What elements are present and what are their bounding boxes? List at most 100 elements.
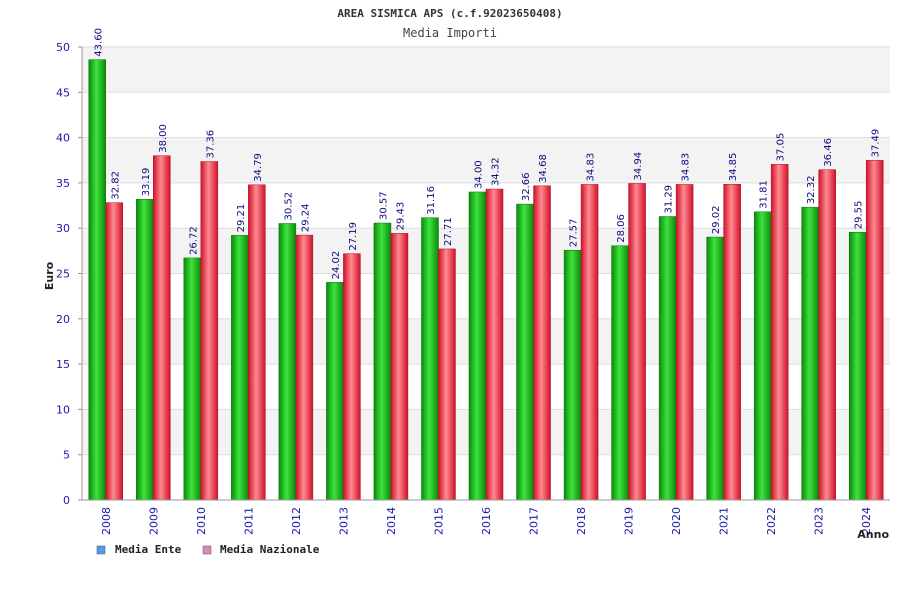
bar-media-nazionale	[248, 184, 266, 501]
bar-media-ente	[183, 257, 202, 501]
data-label: 29.02	[711, 205, 722, 234]
plot-band	[82, 92, 890, 138]
y-tick-label: 30	[56, 222, 70, 235]
bar-media-nazionale	[295, 234, 314, 501]
data-label: 34.79	[253, 153, 264, 182]
bar-media-ente	[753, 211, 772, 501]
data-label: 29.24	[300, 203, 311, 232]
bar-media-ente	[88, 59, 107, 501]
x-tick-label: 2008	[100, 507, 113, 535]
bar-media-nazionale	[865, 160, 884, 501]
data-labels: 43.60 32.82 33.19 38.00 26.72 37.36 29.21 34.79…	[93, 28, 881, 279]
data-label: 30.52	[283, 192, 294, 221]
data-label: 24.02	[331, 251, 342, 280]
y-tick-label: 25	[56, 268, 70, 281]
bar-media-ente	[563, 249, 582, 501]
data-label: 34.94	[633, 152, 644, 181]
x-tick-label: 2020	[670, 507, 683, 535]
bar-media-nazionale	[343, 253, 361, 501]
data-label: 29.21	[236, 204, 247, 233]
data-label: 37.05	[776, 133, 787, 162]
data-label: 29.55	[854, 201, 865, 230]
data-label: 38.00	[158, 124, 169, 153]
bar-media-ente	[706, 236, 724, 501]
data-label: 32.32	[806, 176, 817, 205]
legend-swatch-media-ente	[96, 545, 106, 555]
data-label: 36.46	[823, 138, 834, 167]
data-label: 32.66	[521, 172, 532, 201]
chart-subtitle: Media Importi	[403, 26, 497, 40]
x-tick-label: 2022	[765, 507, 778, 535]
bar-media-nazionale	[153, 155, 171, 501]
y-axis-ticks: 0 5 10 15 20 25 30 35 40 45 50	[56, 41, 82, 507]
data-label: 34.83	[681, 153, 692, 182]
bar-media-nazionale	[200, 161, 219, 501]
x-tick-label: 2017	[528, 507, 541, 535]
legend-label-media-ente: Media Ente	[115, 543, 182, 556]
bar-media-nazionale	[438, 248, 456, 501]
data-label: 28.06	[616, 214, 627, 243]
x-tick-label: 2018	[575, 507, 588, 535]
data-label: 34.00	[474, 160, 485, 189]
bar-media-ente	[231, 235, 249, 501]
x-tick-label: 2011	[242, 507, 255, 535]
data-label: 27.19	[348, 222, 359, 251]
bar-media-nazionale	[580, 184, 599, 501]
data-label: 30.57	[378, 191, 389, 220]
x-tick-label: 2016	[480, 507, 493, 535]
bar-media-nazionale	[818, 169, 836, 501]
bar-media-ente	[848, 232, 867, 501]
x-tick-label: 2024	[860, 507, 873, 535]
legend-swatch-media-nazionale	[202, 545, 212, 555]
plot-band	[82, 47, 890, 93]
bars	[88, 59, 884, 501]
bar-media-ente	[136, 199, 154, 501]
data-label: 32.82	[110, 171, 121, 200]
x-tick-label: 2021	[718, 507, 731, 535]
x-tick-label: 2015	[432, 507, 445, 535]
y-tick-label: 50	[56, 41, 70, 54]
x-tick-label: 2013	[337, 507, 350, 535]
x-tick-label: 2023	[813, 507, 826, 535]
x-axis-label: Anno	[857, 528, 889, 541]
data-label: 34.32	[491, 157, 502, 186]
bar-media-ente	[468, 191, 487, 501]
data-label: 43.60	[93, 28, 104, 57]
y-tick-label: 0	[63, 494, 70, 507]
data-label: 33.19	[141, 168, 152, 197]
data-label: 34.68	[538, 154, 549, 183]
bar-media-nazionale	[723, 184, 741, 501]
y-tick-label: 5	[63, 449, 70, 462]
legend-label-media-nazionale: Media Nazionale	[220, 543, 320, 556]
data-label: 26.72	[188, 226, 199, 255]
bar-media-ente	[278, 223, 297, 501]
x-tick-label: 2012	[290, 507, 303, 535]
bar-media-nazionale	[628, 183, 646, 501]
bar-media-nazionale	[675, 184, 694, 501]
data-label: 27.57	[569, 219, 580, 248]
legend: Media Ente Media Nazionale	[96, 543, 320, 556]
bar-media-nazionale	[485, 188, 504, 501]
data-label: 27.71	[443, 217, 454, 246]
bar-media-ente	[373, 222, 392, 501]
bar-media-nazionale	[105, 202, 124, 501]
y-tick-label: 40	[56, 132, 70, 145]
bar-media-ente	[658, 216, 677, 501]
x-tick-label: 2014	[385, 507, 398, 535]
bar-media-ente	[326, 282, 344, 501]
chart-title: AREA SISMICA APS (c.f.92023650408)	[337, 7, 562, 20]
data-label: 31.81	[759, 180, 770, 209]
y-tick-label: 20	[56, 313, 70, 326]
data-label: 37.49	[871, 129, 882, 158]
bar-media-ente	[516, 203, 534, 501]
bar-media-ente	[801, 206, 819, 501]
bar-media-nazionale	[390, 233, 409, 501]
data-label: 31.29	[664, 185, 675, 214]
y-tick-label: 10	[56, 403, 70, 416]
y-axis-label: Euro	[43, 261, 56, 290]
data-label: 31.16	[426, 186, 437, 215]
x-tick-label: 2019	[623, 507, 636, 535]
bar-media-nazionale	[770, 164, 789, 501]
bar-media-nazionale	[533, 185, 551, 501]
